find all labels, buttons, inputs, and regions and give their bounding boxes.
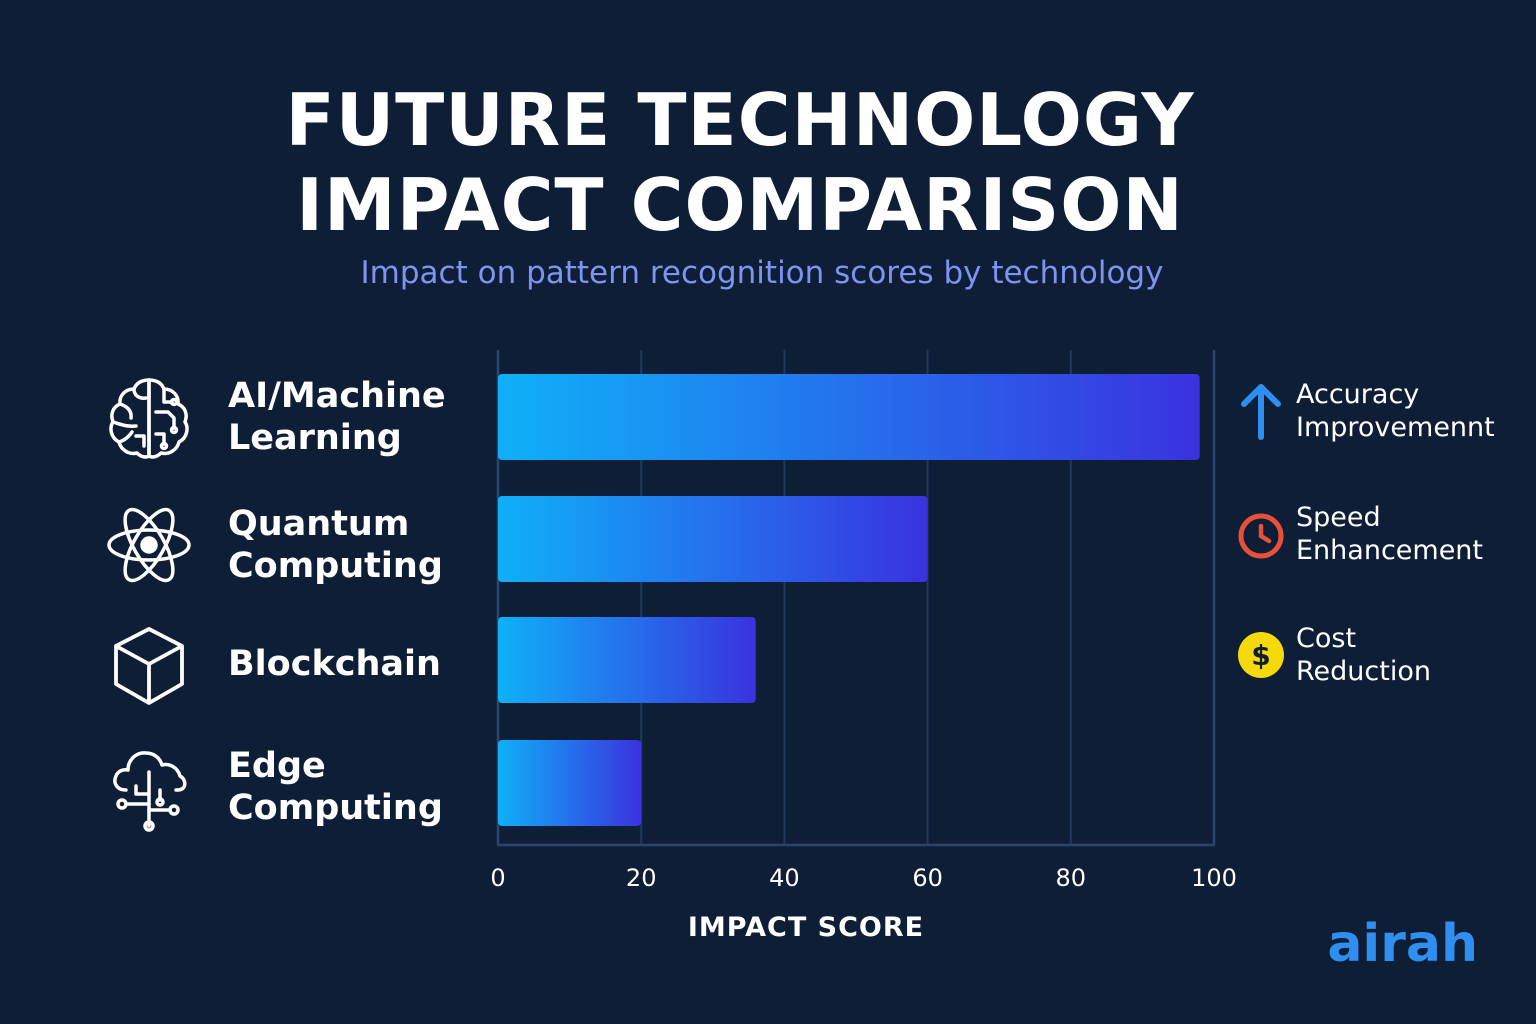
x-tick-label: 60 <box>912 864 943 892</box>
legend-label-line2: Enhancement <box>1296 535 1484 566</box>
legend-label-line1: Accuracy <box>1296 379 1420 410</box>
arrow-up-icon <box>1236 384 1286 440</box>
category-blockchain: Blockchain <box>104 614 468 714</box>
legend-item-accuracy: Accuracy Improvemennt <box>1236 378 1536 444</box>
dollar-coin-icon: $ <box>1236 630 1286 680</box>
category-label-line2: Computing <box>228 788 443 828</box>
category-edge-computing: Edge Computing <box>104 737 468 837</box>
bar-3 <box>498 617 756 703</box>
legend-item-speed: Speed Enhancement <box>1236 501 1536 567</box>
svg-text:$: $ <box>1251 639 1270 672</box>
category-label-line1: Blockchain <box>228 644 441 684</box>
category-label-line2: Learning <box>228 418 402 458</box>
legend-label-line2: Reduction <box>1296 656 1431 687</box>
timer-icon <box>1236 509 1286 559</box>
bar-1 <box>498 374 1200 460</box>
category-ai-machine-learning: AI/Machine Learning <box>104 367 468 467</box>
category-label-line1: Quantum <box>228 504 410 544</box>
brand-logo: airah <box>1327 914 1478 974</box>
legend-label-line1: Cost <box>1296 623 1357 654</box>
legend-label-line1: Speed <box>1296 502 1381 533</box>
chart-title-line1: FUTURE TECHNOLOGY <box>285 78 1195 162</box>
category-quantum-computing: Quantum Computing <box>104 495 468 595</box>
bar-2 <box>498 496 928 582</box>
x-axis-title: IMPACT SCORE <box>687 912 925 943</box>
legend-item-cost: $ Cost Reduction <box>1236 622 1536 688</box>
x-tick-label: 100 <box>1191 864 1237 892</box>
cube-icon <box>104 619 194 709</box>
x-tick-label: 20 <box>626 864 657 892</box>
legend-label-line2: Improvemennt <box>1296 412 1495 443</box>
category-label-line1: Edge <box>228 746 326 786</box>
brain-icon <box>104 372 194 462</box>
atom-icon <box>104 500 194 590</box>
x-tick-label: 80 <box>1056 864 1087 892</box>
category-label-line2: Computing <box>228 546 443 586</box>
chart-title-line2: IMPACT COMPARISON <box>296 163 1184 247</box>
x-tick-label: 40 <box>769 864 800 892</box>
x-tick-label: 0 <box>490 864 505 892</box>
chart-subtitle: Impact on pattern recognition scores by … <box>360 255 1164 291</box>
cloud-network-icon <box>104 742 194 832</box>
bar-4 <box>498 740 642 826</box>
category-label-line1: AI/Machine <box>228 376 446 416</box>
